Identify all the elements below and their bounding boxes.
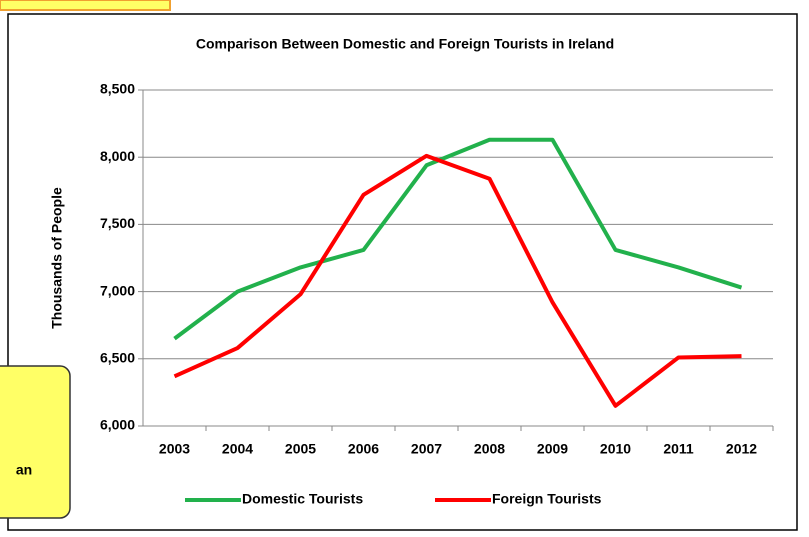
- y-tick-label: 6,500: [100, 350, 135, 366]
- x-tick-label: 2008: [474, 441, 505, 457]
- plot: 6,000 6,500 7,000 7,500 8,000 8,500 2003 2004 20…: [100, 81, 774, 507]
- chart-title: Comparison Between Domestic and Foreign …: [196, 36, 614, 52]
- x-tick-label: 2007: [411, 441, 442, 457]
- y-tick-label: 6,000: [100, 417, 135, 433]
- legend-label: Domestic Tourists: [242, 491, 363, 507]
- top-strip: [0, 0, 171, 11]
- x-tick-label: 2010: [600, 441, 631, 457]
- x-tick-label: 2012: [726, 441, 757, 457]
- x-tick-label: 2004: [222, 441, 253, 457]
- y-axis-label: Thousands of People: [49, 187, 65, 329]
- y-tick-label: 7,000: [100, 282, 135, 298]
- x-tick-label: 2005: [285, 441, 316, 457]
- line: [173, 153, 742, 408]
- line: [173, 137, 743, 341]
- x-tick-label: 2006: [348, 441, 379, 457]
- callout-text: an: [16, 462, 32, 478]
- x-tick-label: 2011: [663, 441, 694, 457]
- y-tick-label: 7,500: [100, 215, 135, 231]
- chart-frame: [7, 13, 798, 531]
- legend-label: Foreign Tourists: [492, 491, 602, 507]
- x-tick-label: 2009: [537, 441, 568, 457]
- x-tick-label: 2003: [159, 441, 190, 457]
- y-tick-label: 8,500: [100, 81, 135, 97]
- y-tick-label: 8,000: [100, 148, 135, 164]
- callout-box: [0, 365, 71, 519]
